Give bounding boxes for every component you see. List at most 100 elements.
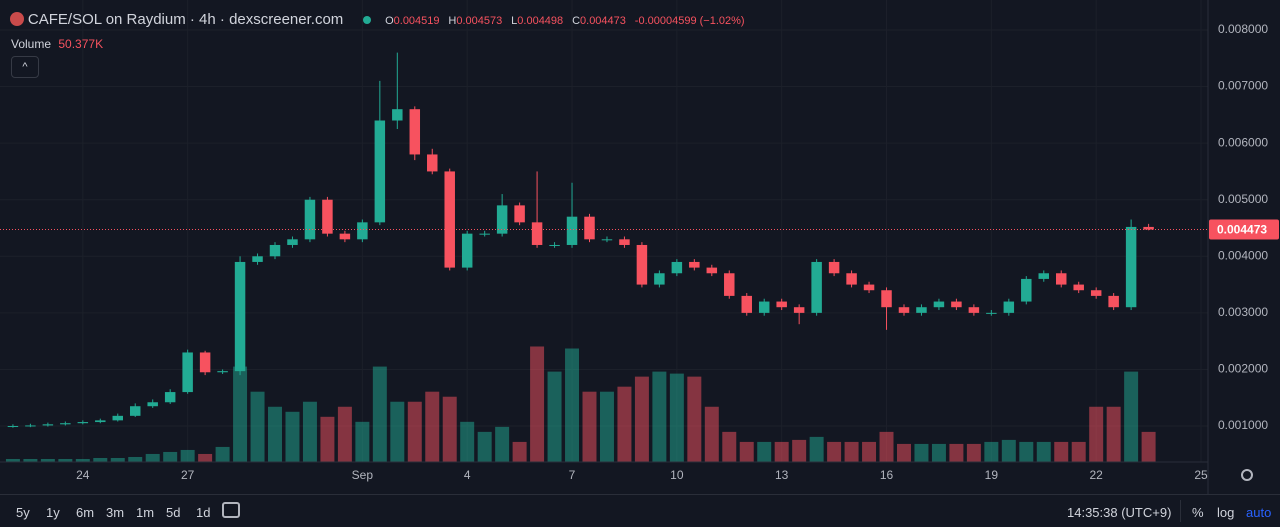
volume-bar [897, 443, 911, 462]
volume-bar [460, 421, 475, 462]
auto-toggle[interactable]: auto [1246, 505, 1272, 520]
volume-bar [862, 441, 877, 462]
volume-bar [1124, 371, 1139, 462]
volume-bar [1141, 431, 1156, 462]
ohlc-c-label: C [572, 15, 581, 27]
candle-body [95, 420, 106, 423]
range-button[interactable]: 5y [16, 505, 30, 520]
x-tick-label: 25 [1194, 468, 1208, 482]
candle-body [269, 244, 281, 257]
volume-bar [914, 443, 929, 462]
x-tick-label: 27 [181, 468, 195, 482]
volume-bar [704, 406, 719, 462]
candle-body [933, 301, 945, 308]
y-tick-label: 0.003000 [1218, 305, 1268, 319]
x-tick-label: 24 [76, 468, 90, 482]
volume-bar [23, 458, 38, 462]
range-button[interactable]: 1m [136, 505, 155, 520]
settings-icon[interactable] [1241, 469, 1253, 481]
volume-bar [547, 371, 562, 462]
x-tick-label: 10 [670, 468, 684, 482]
status-dot [363, 16, 372, 24]
candle-body [636, 244, 648, 285]
candle-body [25, 425, 36, 427]
volume-bar [145, 453, 160, 462]
candle-body [304, 199, 316, 240]
candle-body [1055, 273, 1067, 285]
collapse-button[interactable]: ^ [11, 56, 39, 78]
x-tick-label: 7 [569, 468, 576, 482]
volume-bar [599, 391, 614, 462]
candle-body [234, 261, 246, 372]
candle-body [724, 273, 735, 296]
ohlc-l: 0.004498 [517, 15, 564, 27]
candle-body [584, 216, 595, 240]
last-price-tag [1209, 219, 1279, 240]
candle-body [1108, 295, 1119, 308]
volume-bar [250, 391, 265, 462]
range-button[interactable]: 3m [106, 505, 125, 520]
volume-legend: Volume 50.377K [11, 37, 103, 51]
candle-body [863, 284, 875, 291]
candle-body [654, 273, 665, 285]
volume-bar [1036, 441, 1051, 462]
ohlc-h: 0.004573 [456, 15, 503, 27]
volume-bar [5, 458, 20, 462]
volume-bar [722, 431, 737, 462]
candle-body [461, 233, 473, 268]
y-tick-label: 0.007000 [1218, 79, 1268, 93]
candle-body [846, 273, 857, 285]
log-toggle[interactable]: log [1217, 505, 1235, 520]
token-icon [10, 12, 24, 26]
volume-bar [1019, 441, 1034, 462]
candle-body [147, 402, 158, 407]
candle-body [217, 371, 228, 373]
volume-bar [757, 441, 772, 462]
candle-body [916, 307, 927, 313]
volume-bar [93, 457, 108, 462]
candle-body [968, 307, 980, 313]
candle-body [671, 261, 683, 274]
candle-body [1073, 284, 1084, 291]
range-button[interactable]: 1y [46, 505, 60, 520]
ohlc-o-label: O [385, 15, 394, 27]
y-tick-label: 0.005000 [1218, 192, 1268, 206]
candle-body [689, 261, 700, 268]
candle-body [42, 424, 54, 426]
y-tick-label: 0.006000 [1218, 135, 1268, 149]
volume-bar [634, 376, 649, 462]
percent-toggle[interactable]: % [1192, 505, 1204, 520]
volume-bar [477, 431, 492, 462]
date-range-icon[interactable] [222, 502, 240, 518]
candle-body [1090, 290, 1102, 296]
volume-bar [687, 376, 702, 462]
ohlc-o: 0.004519 [393, 15, 440, 27]
x-tick-label: 4 [464, 468, 471, 482]
volume-bar [652, 371, 667, 462]
y-tick-label: 0.002000 [1218, 362, 1268, 376]
pair-title: CAFE/SOL on Raydium · 4h · dexscreener.c… [27, 11, 344, 28]
candle-body [898, 307, 910, 313]
candle-body [776, 301, 787, 308]
candle-body [129, 406, 141, 416]
range-button[interactable]: 5d [166, 505, 181, 520]
volume-bar [355, 421, 370, 462]
range-button[interactable]: 1d [196, 505, 211, 520]
volume-bar [233, 366, 248, 462]
volume-bar [1106, 406, 1121, 462]
volume-bar [1001, 439, 1016, 462]
range-button[interactable]: 6m [76, 505, 95, 520]
x-tick-label: 13 [775, 468, 789, 482]
candle-body [427, 154, 438, 172]
volume-bar [442, 396, 457, 462]
candle-body [566, 216, 578, 245]
candle-body [1003, 301, 1015, 313]
volume-bar [215, 446, 230, 462]
candle-body [514, 205, 525, 223]
clock: 14:35:38 (UTC+9) [1067, 505, 1172, 520]
candle-body [531, 222, 543, 245]
volume-bar [163, 451, 178, 462]
candle-body [182, 352, 193, 393]
volume-bar [931, 443, 946, 462]
volume-bar [425, 391, 440, 462]
